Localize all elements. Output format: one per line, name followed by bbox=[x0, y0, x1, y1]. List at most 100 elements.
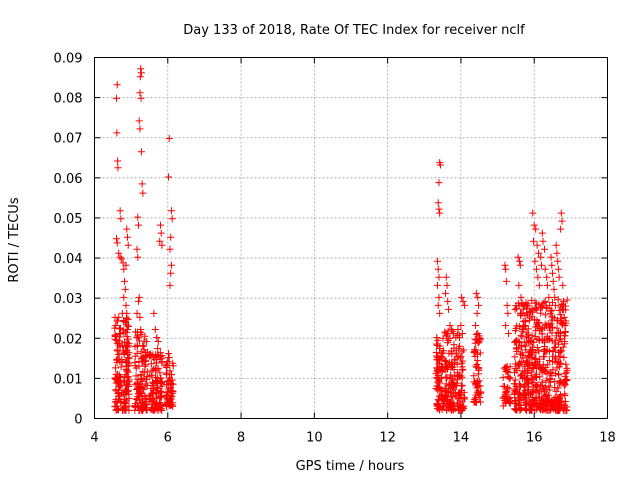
data-point-marker bbox=[505, 329, 513, 337]
data-point-marker bbox=[546, 309, 554, 317]
data-point-marker bbox=[120, 377, 128, 385]
data-point-marker bbox=[532, 225, 540, 233]
data-point-marker bbox=[115, 339, 123, 347]
data-point-marker bbox=[442, 364, 450, 372]
data-point-marker bbox=[139, 395, 147, 403]
data-point-marker bbox=[433, 333, 441, 341]
data-point-marker bbox=[131, 362, 139, 370]
data-point-marker bbox=[528, 306, 536, 314]
data-point-marker bbox=[147, 360, 155, 368]
data-point-marker bbox=[553, 359, 561, 367]
data-point-marker bbox=[555, 335, 563, 343]
data-point-marker bbox=[154, 337, 162, 345]
data-point-marker bbox=[528, 296, 536, 304]
data-point-marker bbox=[117, 398, 125, 406]
data-point-marker bbox=[158, 241, 166, 249]
data-point-marker bbox=[120, 265, 128, 273]
data-point-marker bbox=[124, 322, 132, 330]
data-point-marker bbox=[458, 329, 466, 337]
data-point-marker bbox=[516, 383, 524, 391]
data-point-marker bbox=[113, 81, 121, 89]
data-point-marker bbox=[545, 293, 553, 301]
data-point-marker bbox=[516, 261, 524, 269]
data-point-marker bbox=[548, 316, 556, 324]
data-point-marker bbox=[432, 340, 440, 348]
data-point-marker bbox=[452, 346, 460, 354]
data-point-marker bbox=[151, 406, 159, 414]
data-point-marker bbox=[533, 402, 541, 410]
data-point-marker bbox=[140, 374, 148, 382]
data-point-marker bbox=[555, 379, 563, 387]
data-point-marker bbox=[563, 403, 571, 411]
data-point-marker bbox=[502, 321, 510, 329]
data-point-marker bbox=[517, 331, 525, 339]
y-tick-label: 0 bbox=[74, 413, 82, 428]
data-point-marker bbox=[552, 332, 560, 340]
x-tick-label: 12 bbox=[379, 431, 396, 446]
data-point-marker bbox=[168, 215, 176, 223]
data-point-marker bbox=[137, 325, 145, 333]
data-point-marker bbox=[502, 277, 510, 285]
data-point-marker bbox=[521, 390, 529, 398]
x-tick-label: 4 bbox=[90, 431, 98, 446]
data-point-marker bbox=[548, 337, 556, 345]
data-point-marker bbox=[132, 328, 140, 336]
data-point-marker bbox=[122, 342, 130, 350]
x-tick-label: 10 bbox=[306, 431, 323, 446]
data-point-marker bbox=[511, 365, 519, 373]
data-point-marker bbox=[133, 342, 141, 350]
data-point-marker bbox=[439, 334, 447, 342]
data-point-marker bbox=[133, 245, 141, 253]
data-point-marker bbox=[118, 309, 126, 317]
data-point-marker bbox=[541, 366, 549, 374]
data-point-marker bbox=[528, 359, 536, 367]
data-point-marker bbox=[519, 317, 527, 325]
data-point-marker bbox=[551, 293, 559, 301]
data-point-marker bbox=[148, 396, 156, 404]
data-point-marker bbox=[136, 313, 144, 321]
data-point-marker bbox=[511, 327, 519, 335]
data-point-marker bbox=[435, 273, 443, 281]
data-point-marker bbox=[133, 349, 141, 357]
data-point-marker bbox=[111, 364, 119, 372]
data-point-marker bbox=[112, 321, 120, 329]
data-point-marker bbox=[532, 265, 540, 273]
data-point-marker bbox=[533, 316, 541, 324]
data-point-marker bbox=[554, 384, 562, 392]
data-point-marker bbox=[534, 273, 542, 281]
data-point-marker bbox=[116, 392, 124, 400]
data-point-marker bbox=[167, 261, 175, 269]
data-point-marker bbox=[142, 380, 150, 388]
data-point-marker bbox=[442, 289, 450, 297]
data-point-marker bbox=[137, 148, 145, 156]
data-point-marker bbox=[511, 405, 519, 413]
data-point-marker bbox=[532, 327, 540, 335]
data-point-marker bbox=[533, 241, 541, 249]
data-point-marker bbox=[137, 69, 145, 77]
data-point-marker bbox=[163, 399, 171, 407]
data-point-marker bbox=[538, 330, 546, 338]
data-point-marker bbox=[517, 372, 525, 380]
data-point-marker bbox=[535, 249, 543, 257]
data-point-marker bbox=[164, 388, 172, 396]
data-point-marker bbox=[115, 350, 123, 358]
data-point-marker bbox=[455, 333, 463, 341]
data-point-marker bbox=[155, 399, 163, 407]
data-point-marker bbox=[459, 357, 467, 365]
data-point-marker bbox=[531, 257, 539, 265]
data-point-marker bbox=[518, 309, 526, 317]
data-point-marker bbox=[547, 368, 555, 376]
data-point-marker bbox=[166, 395, 174, 403]
data-point-marker bbox=[113, 347, 121, 355]
data-point-marker bbox=[551, 377, 559, 385]
data-point-marker bbox=[435, 396, 443, 404]
data-point-marker bbox=[541, 265, 549, 273]
data-point-marker bbox=[166, 281, 174, 289]
data-point-marker bbox=[555, 306, 563, 314]
data-point-marker bbox=[549, 346, 557, 354]
data-point-marker bbox=[122, 365, 130, 373]
data-point-marker bbox=[535, 335, 543, 343]
data-point-marker bbox=[457, 404, 465, 412]
data-point-marker bbox=[435, 383, 443, 391]
data-point-marker bbox=[505, 398, 513, 406]
